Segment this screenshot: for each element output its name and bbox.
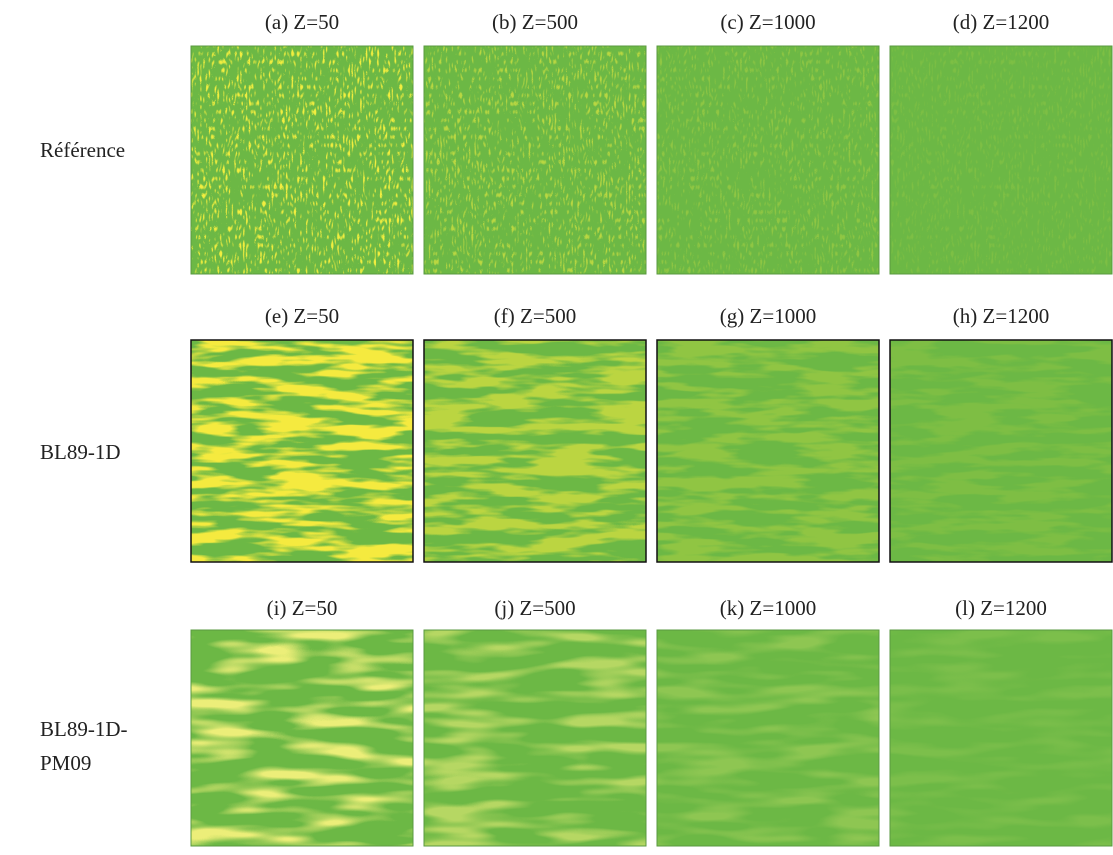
panel-caption: (h) Z=1200 — [953, 304, 1049, 328]
panel-frame — [190, 629, 414, 847]
panel-frame — [656, 629, 880, 847]
panel-texture — [657, 340, 879, 562]
panel-frame — [889, 339, 1113, 563]
panel-texture — [424, 630, 646, 846]
panel-texture — [191, 46, 413, 274]
panel-texture — [890, 340, 1112, 562]
panel-caption: (i) Z=50 — [267, 596, 338, 620]
panel-frame — [656, 339, 880, 563]
panel-frame — [656, 45, 880, 275]
panel-frame — [423, 339, 647, 563]
panel-caption: (k) Z=1000 — [720, 596, 816, 620]
panel-frame — [423, 45, 647, 275]
panel-texture — [191, 340, 413, 562]
row-label: BL89-1D — [40, 440, 121, 464]
panel-caption: (d) Z=1200 — [953, 10, 1049, 34]
panel-texture — [657, 630, 879, 846]
panel-caption: (b) Z=500 — [492, 10, 578, 34]
panel-caption: (l) Z=1200 — [955, 596, 1047, 620]
panel-caption: (g) Z=1000 — [720, 304, 816, 328]
row-label: PM09 — [40, 751, 91, 775]
panel-texture — [424, 46, 646, 274]
panel-texture — [890, 46, 1112, 274]
panel-texture — [657, 46, 879, 274]
panel-caption: (j) Z=500 — [494, 596, 575, 620]
panel-caption: (f) Z=500 — [494, 304, 576, 328]
panel-frame — [190, 45, 414, 275]
panel-caption: (e) Z=50 — [265, 304, 339, 328]
panel-caption: (a) Z=50 — [265, 10, 339, 34]
panel-frame — [889, 629, 1113, 847]
panel-texture — [424, 340, 646, 562]
panel-texture — [191, 630, 413, 846]
panel-caption: (c) Z=1000 — [720, 10, 815, 34]
row-label: BL89-1D- — [40, 717, 128, 741]
panel-texture — [890, 630, 1112, 846]
row-label: Référence — [40, 138, 125, 162]
panel-frame — [889, 45, 1113, 275]
panel-frame — [190, 339, 414, 563]
panel-frame — [423, 629, 647, 847]
